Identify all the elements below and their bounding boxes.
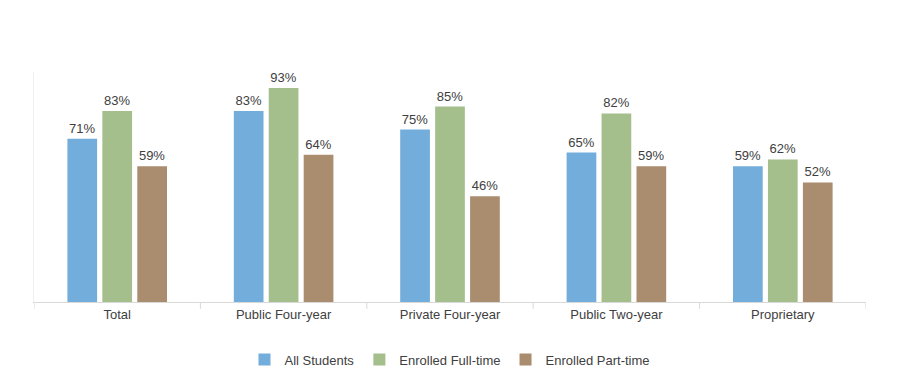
svg-text:Enrolled Full-time: Enrolled Full-time	[399, 353, 500, 368]
svg-text:93%: 93%	[270, 70, 296, 85]
svg-text:59%: 59%	[735, 148, 761, 163]
svg-text:83%: 83%	[104, 93, 130, 108]
svg-text:59%: 59%	[638, 148, 664, 163]
svg-text:71%: 71%	[69, 121, 95, 136]
svg-text:52%: 52%	[805, 164, 831, 179]
svg-text:82%: 82%	[603, 95, 629, 110]
svg-text:Proprietary: Proprietary	[751, 307, 815, 322]
svg-text:62%: 62%	[770, 141, 796, 156]
svg-text:Enrolled Part-time: Enrolled Part-time	[546, 353, 650, 368]
svg-text:59%: 59%	[139, 148, 165, 163]
svg-text:Total: Total	[103, 307, 131, 322]
svg-text:Public Four-year: Public Four-year	[236, 307, 332, 322]
svg-text:85%: 85%	[437, 89, 463, 104]
svg-text:46%: 46%	[472, 178, 498, 193]
svg-text:64%: 64%	[305, 137, 331, 152]
svg-text:Private Four-year: Private Four-year	[400, 307, 501, 322]
svg-text:83%: 83%	[235, 93, 261, 108]
svg-text:65%: 65%	[568, 135, 594, 150]
svg-text:All Students: All Students	[285, 353, 355, 368]
svg-text:Public Two-year: Public Two-year	[570, 307, 663, 322]
svg-text:75%: 75%	[402, 112, 428, 127]
